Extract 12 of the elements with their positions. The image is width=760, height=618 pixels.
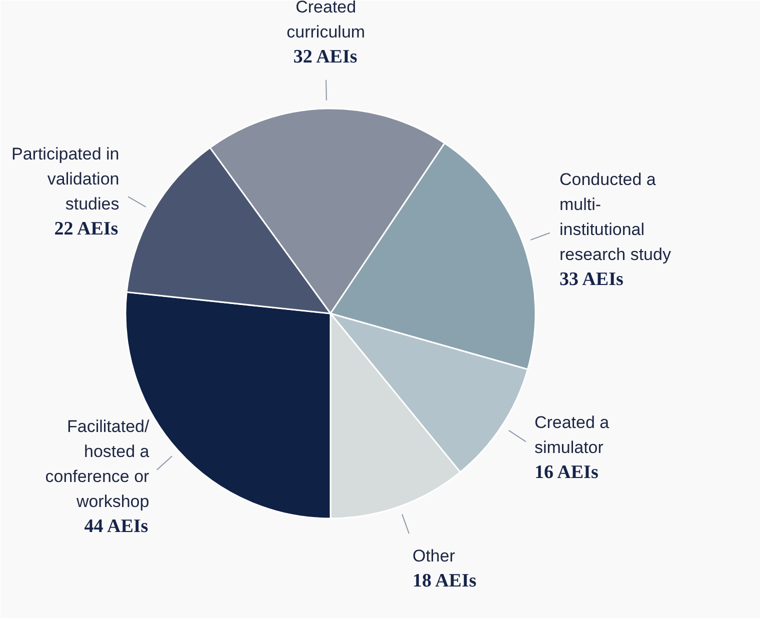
slice-label: Facilitated/ hosted a conference or workshop <box>45 417 150 512</box>
data-label: 16 AEIs <box>534 462 598 483</box>
slice-label: Participated in validation studies <box>12 144 120 214</box>
data-label: 33 AEIs <box>559 268 624 290</box>
slice-label: Created curriculum <box>286 0 366 42</box>
data-label: 32 AEIs <box>293 46 358 68</box>
slice-label: Other <box>412 546 456 566</box>
data-label: 44 AEIs <box>84 516 148 538</box>
data-label: 22 AEIs <box>54 218 118 240</box>
data-label: 18 AEIs <box>412 570 476 592</box>
slice-label: Conducted a multi-institutional research study <box>559 170 672 264</box>
slice-label: Created a simulator <box>534 412 610 457</box>
